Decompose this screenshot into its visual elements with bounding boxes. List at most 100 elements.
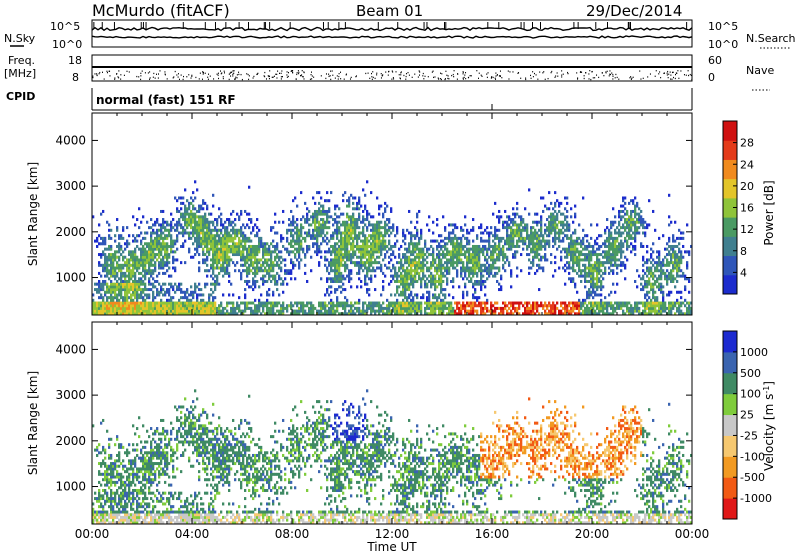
power-cell: [142, 274, 145, 278]
power-cell: [182, 242, 185, 246]
nave-dot: [668, 73, 670, 75]
power-cell: [426, 298, 429, 302]
power-cell: [514, 309, 517, 313]
power-cell: [488, 244, 491, 248]
power-cell: [108, 234, 111, 238]
power-cell: [334, 231, 337, 235]
power-cell: [346, 258, 349, 262]
power-cell: [256, 269, 259, 273]
power-cell: [344, 236, 347, 240]
power-cell: [138, 266, 141, 270]
power-cell: [550, 309, 553, 313]
nave-dot: [457, 73, 459, 75]
power-cell: [410, 261, 413, 265]
power-cell: [376, 266, 379, 270]
power-cell: [270, 274, 273, 278]
nave-dot: [207, 76, 209, 78]
power-cell: [566, 261, 569, 265]
power-cell: [138, 234, 141, 238]
power-cell: [332, 223, 335, 227]
power-cell: [272, 274, 275, 278]
power-cell: [462, 266, 465, 270]
power-cell: [136, 282, 139, 286]
power-cell: [336, 236, 339, 240]
nave-dot: [496, 74, 498, 76]
power-cell: [198, 215, 201, 219]
power-cell: [534, 304, 537, 308]
power-cell: [148, 304, 151, 308]
power-cell: [396, 228, 399, 232]
nave-dot: [178, 78, 180, 81]
power-cell: [414, 263, 417, 267]
power-cell: [180, 231, 183, 235]
power-cell: [350, 236, 353, 240]
power-cell: [508, 247, 511, 251]
power-cell: [346, 253, 349, 257]
power-cell: [286, 282, 289, 286]
power-cell: [142, 279, 145, 283]
nave-dot: [376, 74, 378, 76]
power-cell: [114, 290, 117, 294]
power-cell: [332, 236, 335, 240]
power-cell: [344, 277, 347, 281]
power-cell: [202, 293, 205, 297]
power-cell: [510, 285, 513, 289]
power-cell: [472, 250, 475, 254]
power-cell: [552, 244, 555, 248]
power-cell: [376, 247, 379, 251]
power-cell: [306, 250, 309, 254]
power-cell: [332, 258, 335, 262]
power-cell: [496, 247, 499, 251]
power-cell: [554, 255, 557, 259]
power-cell: [452, 247, 455, 251]
power-cell: [552, 226, 555, 230]
power-cell: [210, 263, 213, 267]
power-cell: [246, 253, 249, 257]
nave-dot: [463, 76, 465, 79]
nave-dot: [544, 78, 546, 80]
power-cell: [274, 258, 277, 262]
power-cell: [480, 312, 483, 316]
nave-dot: [372, 76, 374, 79]
power-cell: [148, 288, 151, 292]
nave-dot: [689, 73, 691, 76]
power-cell: [492, 255, 495, 259]
power-cell: [244, 255, 247, 259]
power-cell: [454, 244, 457, 248]
power-cell: [446, 306, 449, 310]
nave-dot: [218, 77, 220, 80]
power-cell: [150, 234, 153, 238]
power-cell: [108, 309, 111, 313]
power-cell: [246, 306, 249, 310]
power-cell: [236, 261, 239, 265]
power-cell: [404, 290, 407, 294]
power-cell: [466, 228, 469, 232]
power-cell: [402, 228, 405, 232]
power-cell: [568, 309, 571, 313]
nsearch-tick-bottom: 10^0: [708, 38, 738, 51]
power-cell: [328, 247, 331, 251]
power-cell: [554, 312, 557, 316]
power-cell: [226, 236, 229, 240]
power-cell: [336, 263, 339, 267]
power-cell: [400, 263, 403, 267]
power-cell: [540, 244, 543, 248]
power-cell: [190, 255, 193, 259]
power-cell: [286, 309, 289, 313]
power-cell: [490, 266, 493, 270]
power-cell: [404, 247, 407, 251]
power-cell: [134, 306, 137, 310]
power-cell: [480, 277, 483, 281]
power-cell: [198, 234, 201, 238]
nave-dot: [217, 72, 219, 74]
power-cell: [120, 274, 123, 278]
power-cell: [432, 312, 435, 316]
power-cell: [490, 255, 493, 259]
power-cell: [336, 301, 339, 305]
power-cell: [560, 239, 563, 243]
power-cell: [514, 220, 517, 224]
power-cell: [440, 306, 443, 310]
power-cell: [126, 261, 129, 265]
power-cell: [200, 226, 203, 230]
power-cell: [106, 306, 109, 310]
